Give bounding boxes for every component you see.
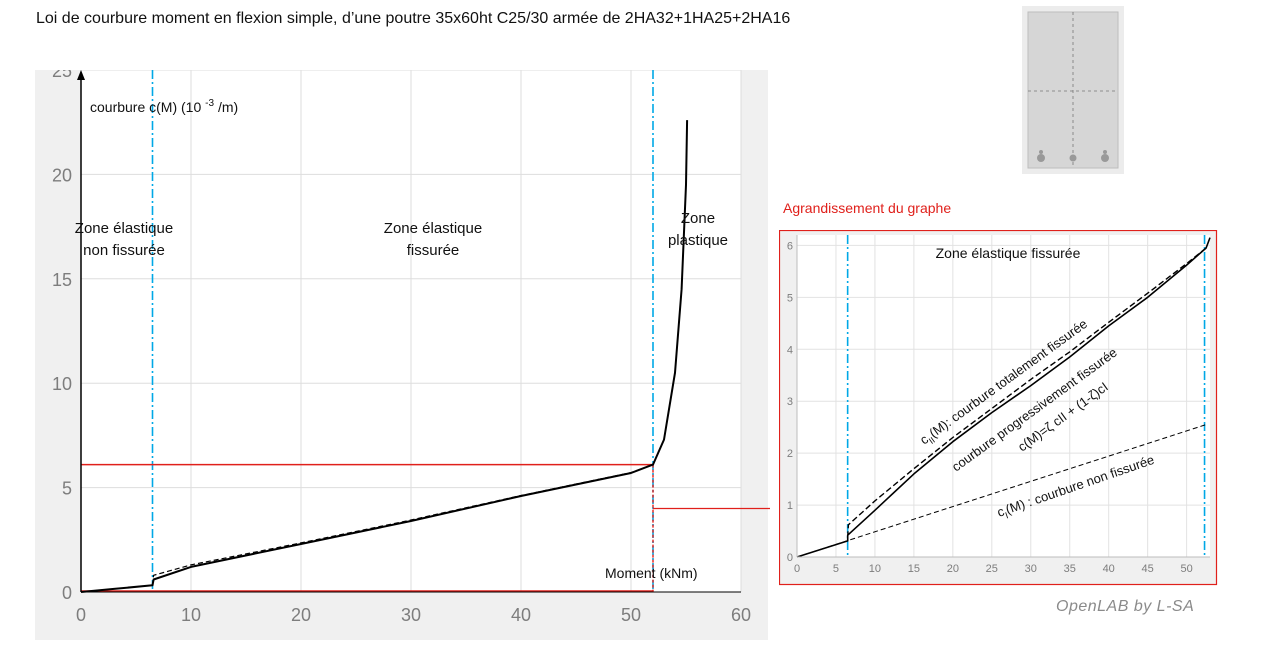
zone-label-line2: plastique [668, 232, 728, 249]
series [80, 120, 689, 593]
curve-cracked [151, 464, 654, 586]
vertical-markers [151, 70, 654, 592]
rebar-left-top [1039, 150, 1043, 154]
rebar-right-top [1103, 150, 1107, 154]
zone-label-line2: fissurée [407, 242, 460, 259]
zoom-zone-title: Zone élastique fissurée [936, 245, 1081, 261]
annotation-cii-sub: II [927, 435, 937, 446]
y-axis-label-unit: /m) [214, 99, 238, 115]
watermark: OpenLAB by L-SA [1056, 598, 1195, 615]
y-axis-label-exponent: -3 [205, 98, 214, 109]
zone-label-line2: non fissurée [83, 242, 165, 259]
x-tick-label: 20 [291, 605, 311, 625]
zoom-x-tick-label: 40 [1103, 563, 1115, 575]
rebar-left [1037, 154, 1045, 162]
zone-label-line1: Zone élastique [384, 220, 482, 237]
y-tick-label: 10 [52, 374, 72, 394]
zoom-series [796, 235, 1211, 558]
y-tick-label: 5 [62, 479, 72, 499]
zoom-plot-area [797, 235, 1210, 557]
zoom-y-tick-label: 1 [787, 500, 793, 512]
x-tick-label: 10 [181, 605, 201, 625]
zoom-y-tick-label: 3 [787, 396, 793, 408]
zoom-y-tick-label: 5 [787, 292, 793, 304]
x-tick-label: 60 [731, 605, 751, 625]
x-tick-label: 0 [76, 605, 86, 625]
zone-label-line1: Zone élastique [75, 220, 173, 237]
zone-label-line1: Zone [681, 210, 715, 227]
page-title: Loi de courbure moment en flexion simple… [36, 10, 791, 27]
highlight-lines [81, 463, 770, 592]
zoom-x-tick-label: 5 [833, 563, 839, 575]
rebar-middle [1069, 154, 1077, 162]
x-tick-label: 50 [621, 605, 641, 625]
zoom-vertical-markers [846, 235, 1206, 557]
y-axis-label: courbure c(M) (10 -3 /m) [90, 98, 238, 115]
axes [77, 70, 741, 593]
rebar-right [1101, 154, 1109, 162]
zoom-x-tick-label: 50 [1180, 563, 1192, 575]
x-tick-label: 30 [401, 605, 421, 625]
zoom-curve-progressive [796, 237, 1211, 558]
zoom-y-tick-label: 4 [787, 344, 793, 356]
beam-section-thumbnail [1022, 6, 1124, 174]
zoom-x-tick-label: 0 [794, 563, 800, 575]
y-axis-label-text: courbure c(M) (10 [90, 99, 201, 115]
main-chart: 0 10 20 30 40 50 60 0 5 10 15 20 25 courbure c(M) (1… [35, 70, 770, 640]
zoom-y-tick-label: 2 [787, 448, 793, 460]
zoom-curve-fully-cracked [847, 247, 1207, 538]
zoom-x-tick-label: 45 [1142, 563, 1154, 575]
zoom-x-tick-label: 30 [1025, 563, 1037, 575]
zoom-x-tick-label: 25 [986, 563, 998, 575]
zoom-y-tick-label: 6 [787, 240, 793, 252]
zone-labels: Zone élastique non fissurée Zone élastique… [75, 210, 728, 259]
zoom-y-tick-label: 0 [787, 552, 793, 564]
y-axis-arrow [77, 70, 85, 80]
y-tick-label: 25 [52, 70, 72, 81]
y-tick-label: 20 [52, 165, 72, 185]
y-tick-label: 15 [52, 270, 72, 290]
zoom-x-tick-label: 20 [947, 563, 959, 575]
annotation-ci-sub: I [1004, 510, 1010, 520]
zoom-x-tick-label: 35 [1064, 563, 1076, 575]
y-tick-label: 0 [62, 583, 72, 603]
tick-labels: 0 10 20 30 40 50 60 0 5 10 15 20 25 [52, 70, 751, 625]
zoom-title: Agrandissement du graphe [783, 200, 952, 216]
annotation-ci-c: c [995, 503, 1007, 519]
x-tick-label: 40 [511, 605, 531, 625]
zoom-x-tick-label: 15 [908, 563, 920, 575]
x-axis-label: Moment (kNm) [605, 565, 698, 581]
zoom-x-tick-label: 10 [869, 563, 881, 575]
